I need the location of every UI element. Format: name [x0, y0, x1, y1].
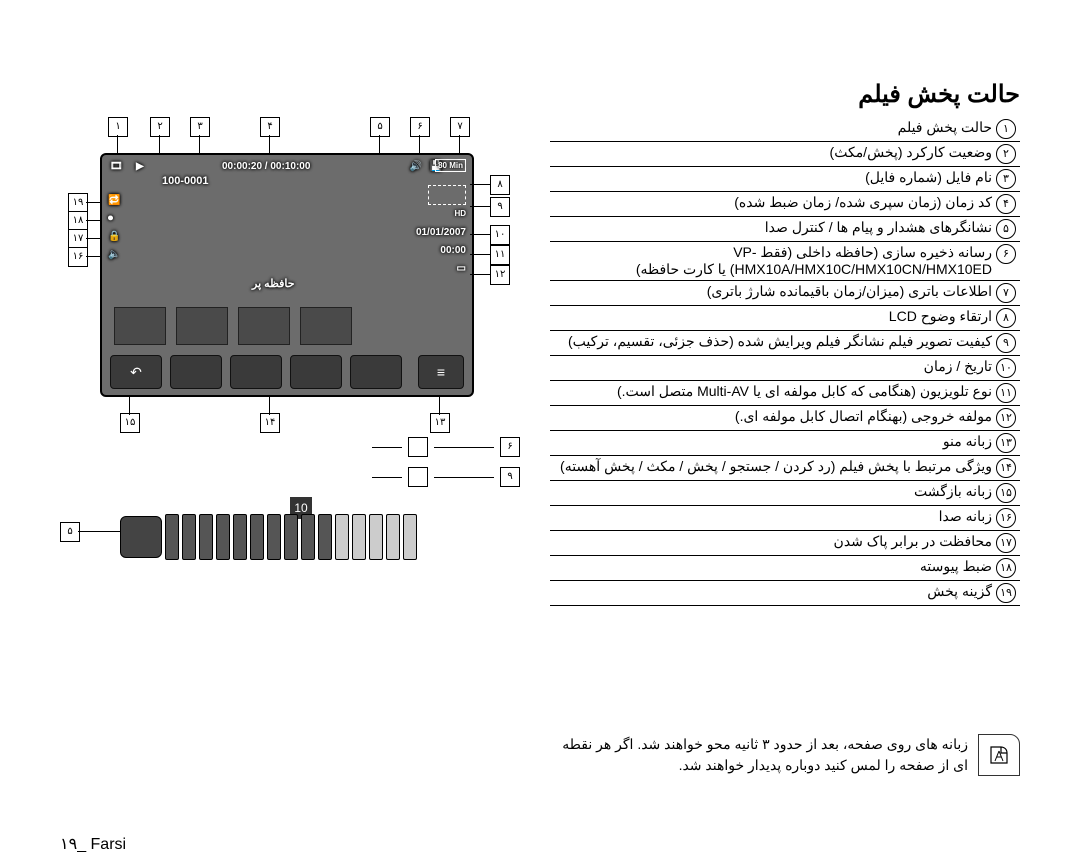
note-text: زبانه های روی صفحه، بعد از حدود ۳ ثانیه … [550, 734, 968, 776]
callout-bottom-2: ۱۳ [430, 413, 450, 433]
legend-row: ۳نام فایل (شماره فایل) [550, 167, 1020, 192]
osd-batt: 80 Min [435, 159, 466, 172]
lcd-frame: 🎞 ▶ 100-0001 00:00:20 / 00:10:00 🔊 💾 80 … [100, 153, 474, 397]
callout-right-extra-9: ۹ [500, 467, 520, 487]
osd-fileno: 100-0001 [162, 175, 209, 187]
osd-date: 01/01/2007 [416, 227, 466, 238]
play-btn-4[interactable] [350, 355, 402, 389]
note-icon [978, 734, 1020, 776]
legend-row: ۲وضعیت کارکرد (پخش/مکث) [550, 142, 1020, 167]
legend-row: ۸ارتقاء وضوح LCD [550, 306, 1020, 331]
legend-row: ۱۶زبانه صدا [550, 506, 1020, 531]
callout-bottom-1: ۱۴ [260, 413, 280, 433]
legend-row: ۱۸ضبط پیوسته [550, 556, 1020, 581]
legend-row: ۱حالت پخش فیلم [550, 117, 1020, 142]
callout-top-6: ۷ [450, 117, 470, 137]
play-btn-3[interactable] [290, 355, 342, 389]
callout-left-2: ۱۷ [68, 229, 88, 249]
callout-top-0: ۱ [108, 117, 128, 137]
callout-right-4: ۱۲ [490, 265, 510, 285]
volume-bar [120, 512, 490, 562]
callout-left-1: ۱۸ [68, 211, 88, 231]
legend-row: ۱۰تاریخ / زمان [550, 356, 1020, 381]
callout-vol: ۵ [60, 522, 80, 542]
play-btn-1[interactable] [170, 355, 222, 389]
callout-right-2: ۱۰ [490, 225, 510, 245]
callout-right-extra-6: ۶ [500, 437, 520, 457]
legend-row: ۷اطلاعات باتری (میزان/زمان باقیمانده شار… [550, 281, 1020, 306]
legend-row: ۱۵زبانه بازگشت [550, 481, 1020, 506]
callout-bottom-0: ۱۵ [120, 413, 140, 433]
callout-right-3: ۱۱ [490, 245, 510, 265]
legend-row: ۶رسانه ذخیره سازی (حافظه داخلی (فقط VP-H… [550, 242, 1020, 281]
legend-row: ۱۴ویژگی مرتبط با پخش فیلم (رد کردن / جست… [550, 456, 1020, 481]
callout-top-3: ۴ [260, 117, 280, 137]
legend-row: ۱۳زبانه منو [550, 431, 1020, 456]
callout-right-1: ۹ [490, 197, 510, 217]
legend-row: ۴کد زمان (زمان سپری شده/ زمان ضبط شده) [550, 192, 1020, 217]
legend-row: ۱۷محافظت در برابر پاک شدن [550, 531, 1020, 556]
osd-memory: حافظه پر [252, 277, 295, 290]
lcd-diagram: 🎞 ▶ 100-0001 00:00:20 / 00:10:00 🔊 💾 80 … [60, 117, 520, 547]
callout-top-4: ۵ [370, 117, 390, 137]
osd-time: 00:00 [440, 245, 466, 256]
callout-right-0: ۸ [490, 175, 510, 195]
legend-row: ۹کیفیت تصویر فیلم نشانگر فیلم ویرایش شده… [550, 331, 1020, 356]
legend-row: ۱۹گزینه پخش [550, 581, 1020, 606]
menu-button[interactable]: ≡ [418, 355, 464, 389]
legend-row: ۵نشانگرهای هشدار و پیام ها / کنترل صدا [550, 217, 1020, 242]
legend-column: ۱حالت پخش فیلم۲وضعیت کارکرد (پخش/مکث)۳نا… [550, 117, 1020, 606]
play-btn-2[interactable] [230, 355, 282, 389]
note-row: زبانه های روی صفحه، بعد از حدود ۳ ثانیه … [550, 734, 1020, 776]
callout-left-3: ۱۶ [68, 247, 88, 267]
legend-row: ۱۲مولفه خروجی (بهنگام اتصال کابل مولفه ا… [550, 406, 1020, 431]
callout-left-0: ۱۹ [68, 193, 88, 213]
callout-top-2: ۳ [190, 117, 210, 137]
osd-timecode: 00:00:20 / 00:10:00 [222, 161, 310, 172]
legend-row: ۱۱نوع تلویزیون (هنگامی که کابل مولفه ای … [550, 381, 1020, 406]
back-button[interactable]: ↶ [110, 355, 162, 389]
page-footer: ۱۹_ Farsi [60, 834, 126, 854]
page-title: حالت پخش فیلم [60, 80, 1020, 109]
callout-top-1: ۲ [150, 117, 170, 137]
legend-table: ۱حالت پخش فیلم۲وضعیت کارکرد (پخش/مکث)۳نا… [550, 117, 1020, 606]
lcd-diagram-column: 🎞 ▶ 100-0001 00:00:20 / 00:10:00 🔊 💾 80 … [60, 117, 530, 606]
callout-top-5: ۶ [410, 117, 430, 137]
